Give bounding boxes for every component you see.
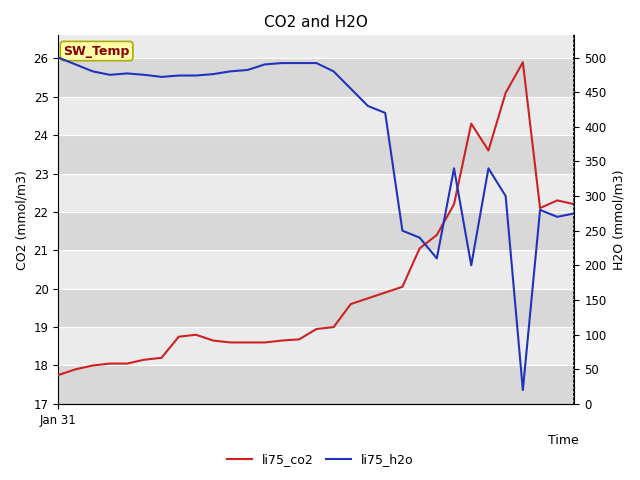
li75_co2 <box>278 337 286 343</box>
li75_co2 <box>192 332 200 337</box>
li75_co2 <box>106 360 114 366</box>
li75_h2o <box>347 86 355 92</box>
Legend: li75_co2, li75_h2o: li75_co2, li75_h2o <box>221 448 419 471</box>
li75_co2 <box>519 60 527 65</box>
Bar <box>58 288 575 327</box>
li75_co2 <box>347 301 355 307</box>
li75_h2o <box>381 110 389 116</box>
Bar <box>58 327 575 365</box>
li75_co2 <box>571 202 579 207</box>
li75_co2 <box>536 205 544 211</box>
li75_h2o <box>536 207 544 213</box>
li75_co2 <box>450 202 458 207</box>
Title: CO2 and H2O: CO2 and H2O <box>264 15 368 30</box>
li75_co2 <box>364 295 372 301</box>
Bar <box>58 97 575 135</box>
li75_h2o <box>227 69 234 74</box>
Line: li75_h2o: li75_h2o <box>58 58 575 390</box>
li75_h2o <box>124 71 131 76</box>
li75_co2 <box>89 362 97 368</box>
li75_co2 <box>433 232 441 238</box>
li75_h2o <box>312 60 320 66</box>
li75_co2 <box>467 121 475 127</box>
Line: li75_co2: li75_co2 <box>58 62 575 375</box>
Text: SW_Temp: SW_Temp <box>63 45 130 58</box>
li75_co2 <box>244 339 252 345</box>
li75_co2 <box>72 366 79 372</box>
li75_co2 <box>295 336 303 342</box>
Bar <box>58 135 575 174</box>
Bar <box>58 174 575 212</box>
li75_co2 <box>140 357 148 362</box>
li75_h2o <box>106 72 114 78</box>
li75_co2 <box>312 326 320 332</box>
Bar <box>58 250 575 288</box>
Text: Time: Time <box>548 434 579 447</box>
Bar <box>58 212 575 250</box>
li75_h2o <box>330 69 337 74</box>
li75_co2 <box>399 284 406 289</box>
li75_h2o <box>364 103 372 109</box>
li75_h2o <box>554 214 561 220</box>
li75_co2 <box>502 90 509 96</box>
li75_h2o <box>278 60 286 66</box>
li75_co2 <box>261 339 269 345</box>
li75_h2o <box>295 60 303 66</box>
Y-axis label: CO2 (mmol/m3): CO2 (mmol/m3) <box>15 169 28 270</box>
Bar <box>58 365 575 404</box>
li75_co2 <box>209 337 217 343</box>
li75_co2 <box>175 334 182 339</box>
li75_h2o <box>484 166 492 171</box>
li75_co2 <box>554 198 561 204</box>
li75_h2o <box>433 255 441 261</box>
li75_h2o <box>502 193 509 199</box>
Y-axis label: H2O (mmol/m3): H2O (mmol/m3) <box>612 169 625 270</box>
li75_co2 <box>157 355 165 360</box>
li75_co2 <box>330 324 337 330</box>
li75_h2o <box>89 69 97 74</box>
li75_co2 <box>381 289 389 295</box>
li75_h2o <box>72 61 79 67</box>
li75_h2o <box>244 67 252 73</box>
li75_co2 <box>484 148 492 154</box>
li75_co2 <box>124 360 131 366</box>
li75_h2o <box>399 228 406 234</box>
li75_h2o <box>192 72 200 78</box>
li75_h2o <box>209 71 217 77</box>
li75_co2 <box>54 372 62 378</box>
li75_h2o <box>157 74 165 80</box>
li75_h2o <box>519 387 527 393</box>
li75_h2o <box>450 166 458 171</box>
li75_h2o <box>175 72 182 78</box>
li75_co2 <box>416 245 424 251</box>
li75_h2o <box>571 211 579 216</box>
li75_h2o <box>54 55 62 60</box>
li75_h2o <box>261 61 269 67</box>
li75_h2o <box>416 235 424 240</box>
li75_co2 <box>227 339 234 345</box>
li75_h2o <box>467 263 475 268</box>
Bar <box>58 59 575 97</box>
li75_h2o <box>140 72 148 78</box>
